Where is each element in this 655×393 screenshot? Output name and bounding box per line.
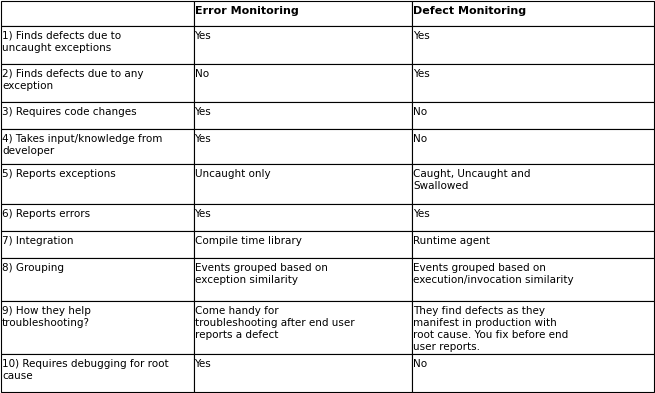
Bar [1,258,194,301]
Bar [413,301,654,354]
Text: Caught, Uncaught and
Swallowed: Caught, Uncaught and Swallowed [413,169,531,191]
Bar [194,231,413,258]
Bar [194,1,413,26]
Text: Yes: Yes [413,69,430,79]
Text: 4) Takes input/knowledge from
developer: 4) Takes input/knowledge from developer [2,134,162,156]
Text: Yes: Yes [195,134,212,143]
Text: No: No [413,359,427,369]
Bar [413,164,654,204]
Bar [194,301,413,354]
Bar [413,354,654,392]
Bar [413,26,654,64]
Bar [1,164,194,204]
Bar [413,64,654,102]
Text: Error Monitoring: Error Monitoring [195,6,298,16]
Text: Uncaught only: Uncaught only [195,169,270,179]
Bar [1,64,194,102]
Text: Runtime agent: Runtime agent [413,237,490,246]
Bar [413,258,654,301]
Text: No: No [195,69,209,79]
Text: Defect Monitoring: Defect Monitoring [413,6,526,16]
Bar [1,129,194,164]
Bar [1,204,194,231]
Bar [1,26,194,64]
Bar [1,354,194,392]
Bar [413,102,654,129]
Bar [194,354,413,392]
Text: 7) Integration: 7) Integration [2,237,73,246]
Text: Compile time library: Compile time library [195,237,301,246]
Text: Come handy for
troubleshooting after end user
reports a defect: Come handy for troubleshooting after end… [195,306,354,340]
Text: Yes: Yes [195,209,212,219]
Text: 5) Reports exceptions: 5) Reports exceptions [2,169,116,179]
Bar [1,102,194,129]
Text: Yes: Yes [195,107,212,117]
Text: Yes: Yes [413,31,430,41]
Text: Yes: Yes [413,209,430,219]
Text: Yes: Yes [195,359,212,369]
Bar [194,26,413,64]
Bar [413,1,654,26]
Text: Events grouped based on
exception similarity: Events grouped based on exception simila… [195,263,328,285]
Text: 3) Requires code changes: 3) Requires code changes [2,107,137,117]
Text: 1) Finds defects due to
uncaught exceptions: 1) Finds defects due to uncaught excepti… [2,31,121,53]
Text: Events grouped based on
execution/invocation similarity: Events grouped based on execution/invoca… [413,263,574,285]
Text: 2) Finds defects due to any
exception: 2) Finds defects due to any exception [2,69,143,91]
Text: 9) How they help
troubleshooting?: 9) How they help troubleshooting? [2,306,91,328]
Bar [194,258,413,301]
Bar [413,204,654,231]
Bar [1,231,194,258]
Text: 6) Reports errors: 6) Reports errors [2,209,90,219]
Bar [1,1,194,26]
Bar [194,102,413,129]
Bar [194,204,413,231]
Bar [194,64,413,102]
Text: 10) Requires debugging for root
cause: 10) Requires debugging for root cause [2,359,168,381]
Bar [194,164,413,204]
Text: No: No [413,107,427,117]
Text: 8) Grouping: 8) Grouping [2,263,64,274]
Bar [194,129,413,164]
Text: No: No [413,134,427,143]
Bar [1,301,194,354]
Text: Yes: Yes [195,31,212,41]
Bar [413,231,654,258]
Bar [413,129,654,164]
Text: They find defects as they
manifest in production with
root cause. You fix before: They find defects as they manifest in pr… [413,306,569,352]
